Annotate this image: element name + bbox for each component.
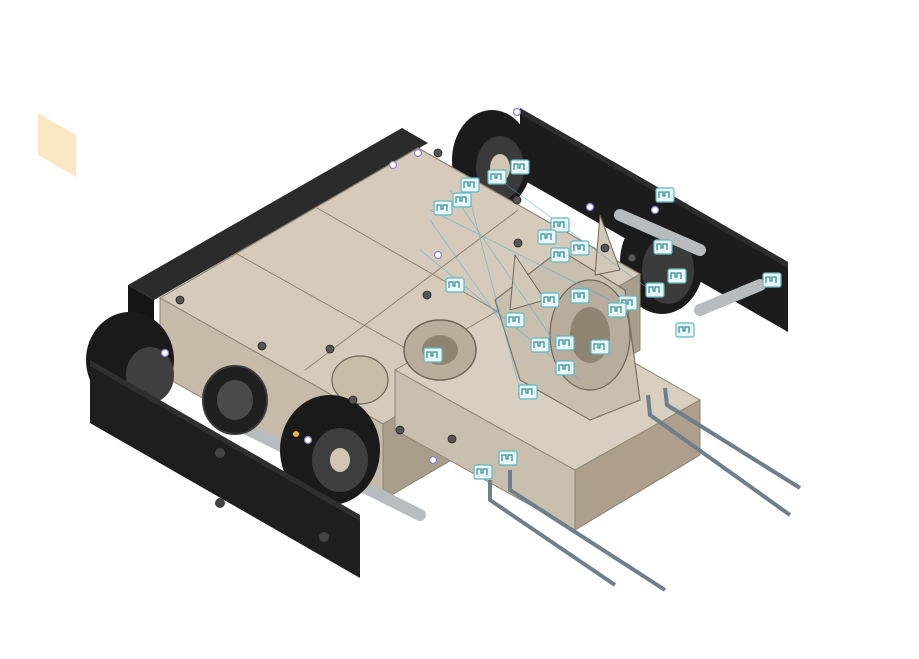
hardware-bolts (175, 148, 637, 444)
construction-plane-icon[interactable] (38, 113, 76, 177)
left-fork[interactable] (488, 470, 667, 592)
rear-axle[interactable] (614, 209, 706, 256)
side-pulley[interactable] (331, 355, 389, 405)
joint-links (419, 179, 651, 391)
front-side-plate[interactable] (90, 360, 360, 578)
selected-point[interactable] (293, 431, 299, 437)
right-fork[interactable] (646, 387, 802, 517)
component-origin-icon[interactable] (160, 107, 660, 465)
left-back-plate[interactable] (128, 128, 428, 300)
